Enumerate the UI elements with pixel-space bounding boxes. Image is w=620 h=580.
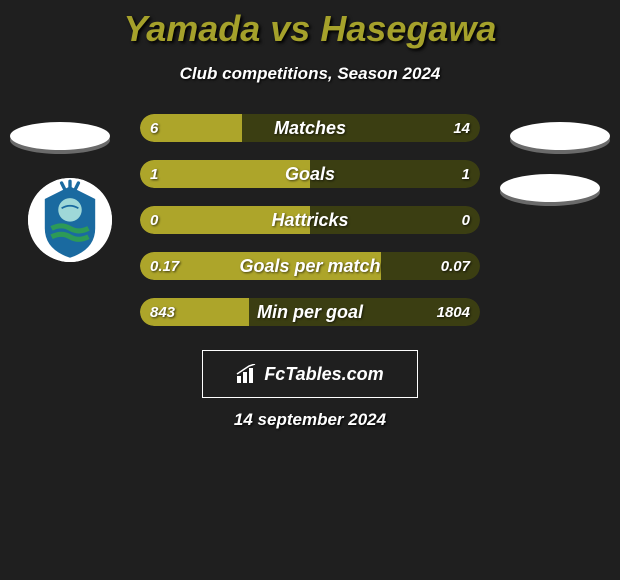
branding-box[interactable]: FcTables.com [202, 350, 418, 398]
stat-label: Goals [140, 160, 480, 188]
stat-value-left: 6 [150, 114, 158, 142]
stat-value-left: 843 [150, 298, 175, 326]
branding-text: FcTables.com [264, 364, 383, 385]
stat-row: Goals per match0.17 0.07 [0, 252, 620, 298]
stat-label: Matches [140, 114, 480, 142]
stat-value-left: 0 [150, 206, 158, 234]
stats-comparison: Matches6 14 Goals1 1 Hattricks0 0 Goals per ma… [0, 114, 620, 344]
chart-bars-icon [236, 364, 258, 384]
stat-value-right: 14 [453, 114, 470, 142]
stat-value-right: 1 [462, 160, 470, 188]
stat-value-right: 0.07 [441, 252, 470, 280]
stat-bar: Goals [140, 160, 480, 188]
stat-bar: Min per goal [140, 298, 480, 326]
stat-bar: Goals per match [140, 252, 480, 280]
stat-row: Hattricks0 0 [0, 206, 620, 252]
generated-date: 14 september 2024 [0, 410, 620, 430]
stat-value-left: 1 [150, 160, 158, 188]
stat-value-left: 0.17 [150, 252, 179, 280]
page-title: Yamada vs Hasegawa [0, 0, 620, 50]
stat-row: Matches6 14 [0, 114, 620, 160]
stat-bar: Matches [140, 114, 480, 142]
subtitle: Club competitions, Season 2024 [0, 64, 620, 84]
stat-label: Hattricks [140, 206, 480, 234]
stat-bar: Hattricks [140, 206, 480, 234]
stat-row: Min per goal843 1804 [0, 298, 620, 344]
stat-value-right: 0 [462, 206, 470, 234]
stat-label: Goals per match [140, 252, 480, 280]
stat-label: Min per goal [140, 298, 480, 326]
stat-row: Goals1 1 [0, 160, 620, 206]
stat-value-right: 1804 [437, 298, 470, 326]
